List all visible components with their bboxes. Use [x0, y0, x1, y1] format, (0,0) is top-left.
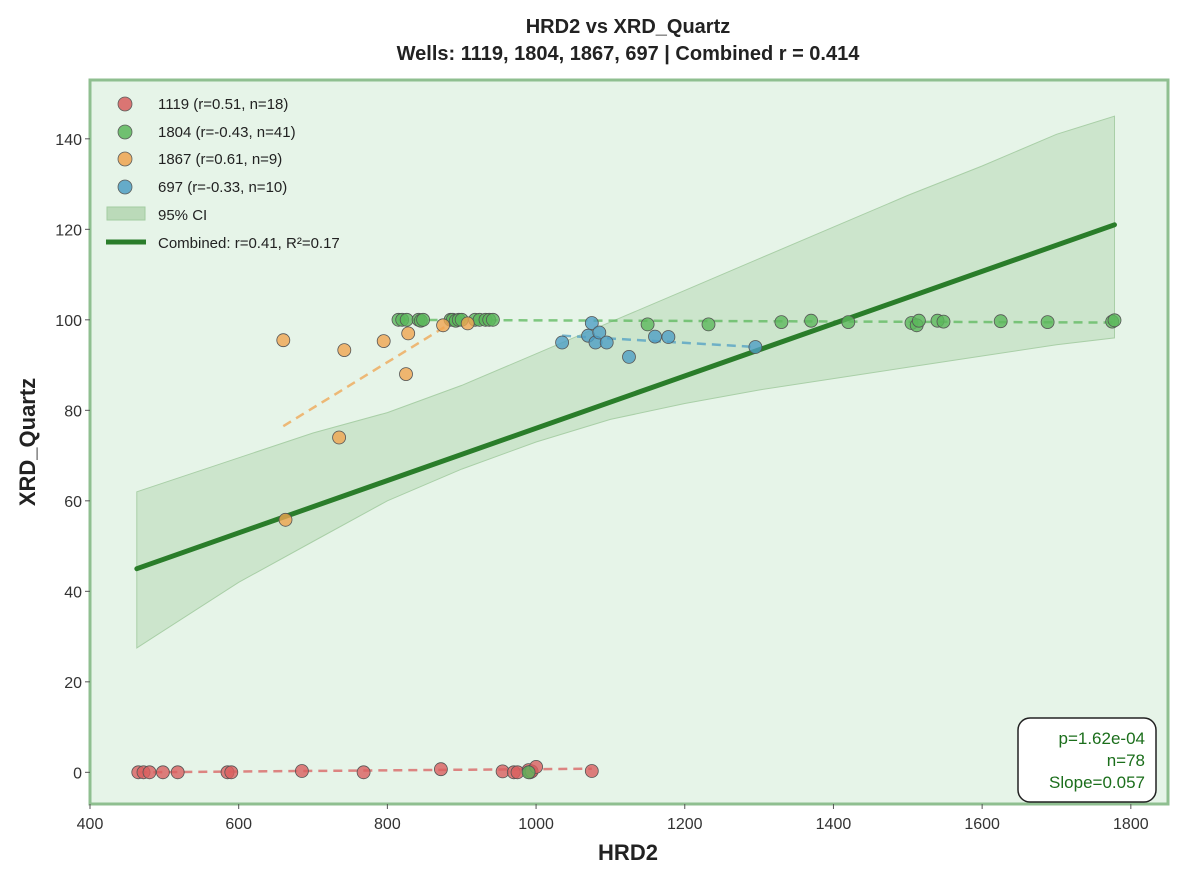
y-tick-label: 0 [73, 765, 82, 782]
point-697 [584, 316, 599, 330]
point-1804 [521, 765, 536, 780]
fit-line-1867 [282, 325, 447, 428]
y-axis-ticks: 0 20 40 60 80 100 120 140 [55, 132, 90, 782]
data-points-layer [131, 312, 1122, 780]
legend-marker-1804 [117, 124, 133, 140]
point-1119 [433, 762, 448, 777]
x-tick-label: 1200 [667, 816, 703, 833]
point-697 [555, 335, 569, 350]
x-tick-label: 400 [77, 816, 104, 833]
legend-label-combined: Combined: r=0.41, R²=0.17 [158, 235, 340, 252]
stats-p-value: p=1.62e-04 [1059, 729, 1146, 748]
legend-label-ci: 95% CI [158, 207, 207, 224]
point-697 [622, 349, 636, 364]
legend-marker-697 [117, 179, 133, 195]
point-1804 [485, 312, 500, 327]
x-axis-label: HRD2 [598, 840, 658, 865]
y-tick-label: 40 [64, 584, 82, 601]
y-tick-label: 60 [64, 494, 82, 511]
y-tick-label: 120 [55, 222, 82, 239]
point-1804 [701, 317, 716, 332]
legend-marker-1119 [117, 96, 133, 112]
stats-box-frame [1017, 717, 1157, 803]
stats-box: p=1.62e-04 n=78 Slope=0.057 [1017, 717, 1157, 803]
point-697 [748, 340, 763, 354]
legend-label-1804: 1804 (r=-0.43, n=41) [158, 124, 296, 141]
point-1804 [774, 315, 789, 330]
x-tick-label: 1600 [964, 816, 1000, 833]
x-tick-label: 600 [225, 816, 252, 833]
legend-label-1867: 1867 (r=0.61, n=9) [158, 151, 282, 168]
legend-label-1119: 1119 (r=0.51, n=18) [158, 96, 288, 113]
y-tick-label: 20 [64, 675, 82, 692]
stats-n: n=78 [1107, 751, 1145, 770]
y-axis-label: XRD_Quartz [15, 378, 40, 506]
point-1119 [142, 765, 157, 780]
point-1867 [332, 430, 347, 445]
point-697 [661, 330, 676, 344]
point-1119 [356, 765, 371, 780]
legend-label-697: 697 (r=-0.33, n=10) [158, 179, 287, 196]
point-1119 [294, 764, 309, 778]
point-1804 [841, 315, 856, 330]
x-tick-label: 1800 [1113, 816, 1149, 833]
point-1119 [584, 764, 599, 778]
legend-marker-ci [106, 206, 146, 221]
point-1804 [912, 313, 926, 328]
point-1119 [224, 765, 239, 780]
ci-band [136, 115, 1115, 649]
y-tick-label: 80 [64, 403, 82, 420]
combined-fit-layer [134, 222, 1117, 572]
legend-marker-1867 [117, 151, 133, 167]
point-1804 [993, 314, 1008, 329]
point-697 [592, 325, 607, 340]
point-1867 [337, 343, 352, 358]
point-1804 [936, 314, 951, 329]
point-1867 [276, 333, 291, 348]
point-1867 [278, 512, 293, 527]
combined-fit-line [134, 222, 1117, 572]
x-axis-ticks: 400 600 800 1000 1200 1400 1600 1800 [77, 804, 1149, 833]
x-tick-label: 1000 [518, 816, 554, 833]
point-697 [648, 329, 662, 344]
y-tick-label: 140 [55, 132, 82, 149]
stats-slope: Slope=0.057 [1049, 773, 1145, 792]
point-1867 [460, 316, 475, 331]
point-1119 [170, 765, 185, 780]
chart-subtitle: Wells: 1119, 1804, 1867, 697 | Combined … [397, 43, 861, 65]
point-1804 [416, 312, 431, 327]
point-1804 [1040, 315, 1055, 330]
point-1867 [436, 318, 451, 333]
point-1804 [399, 312, 414, 327]
point-697 [599, 335, 614, 350]
point-1804 [640, 317, 655, 332]
point-1867 [401, 326, 416, 341]
legend: 1119 (r=0.51, n=18) 1804 (r=-0.43, n=41)… [106, 96, 340, 252]
chart-title: HRD2 vs XRD_Quartz [526, 16, 731, 38]
y-tick-label: 100 [55, 313, 82, 330]
point-1804 [804, 313, 818, 328]
x-tick-label: 1400 [816, 816, 852, 833]
plot-frame [88, 78, 1170, 806]
point-1867 [399, 367, 413, 382]
point-1867 [376, 334, 391, 349]
point-1119 [155, 765, 170, 780]
confidence-band-layer [136, 115, 1115, 649]
point-1804 [1107, 313, 1122, 328]
x-tick-label: 800 [374, 816, 401, 833]
